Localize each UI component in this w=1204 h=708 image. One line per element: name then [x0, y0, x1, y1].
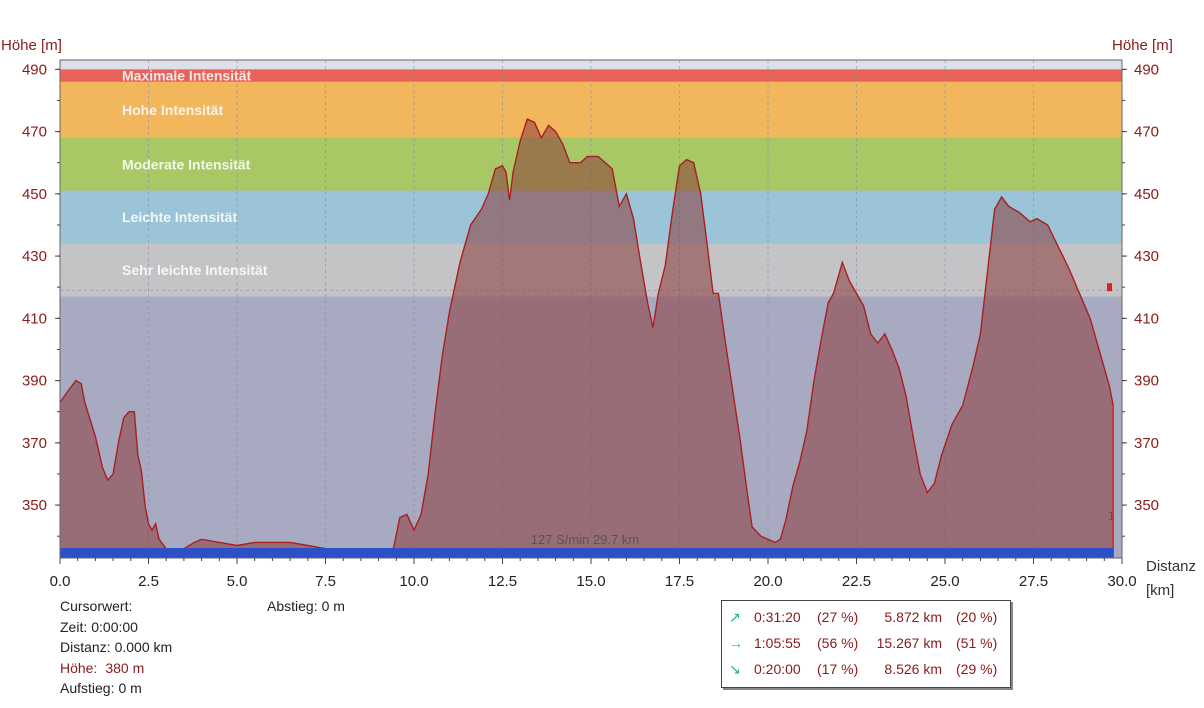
y-tick-label-left: 370 [22, 435, 47, 452]
zone-label: Leichte Intensität [122, 209, 237, 225]
arrow-right-icon: → [729, 635, 743, 651]
zone-label: Sehr leichte Intensität [122, 262, 268, 278]
y-tick-label-right: 430 [1134, 248, 1159, 265]
summary-row-descent: ↘ 0:20:00 (17 %) 8.526 km (29 %) [722, 661, 1010, 683]
summary-distance-percent: (20 %) [956, 609, 998, 625]
summary-distance-percent: (51 %) [956, 635, 998, 651]
zone-label: Maximale Intensität [122, 68, 251, 84]
altitude-value: 380 m [105, 659, 145, 676]
zone-top-strip [60, 60, 1122, 70]
descent-label: Abstieg: [267, 598, 318, 614]
cadence-annotation: 127 S/min 29.7 km [531, 532, 639, 547]
y-tick-label-right: 370 [1134, 435, 1159, 452]
ascent-label: Aufstieg: [60, 680, 115, 697]
y-tick-label-left: 430 [22, 248, 47, 265]
x-axis-unit: [km] [1146, 582, 1174, 599]
summary-distance: 8.526 km [884, 661, 942, 677]
zone-label: Moderate Intensität [122, 156, 251, 172]
altitude-label: Höhe: [60, 659, 98, 676]
y-tick-label-right: 390 [1134, 373, 1159, 390]
end-marker [1107, 283, 1112, 292]
x-tick-label: 27.5 [1019, 573, 1048, 590]
cursor-time-row: Zeit: 0:00:00 [60, 617, 172, 638]
cursor-title: Cursorwert: [60, 598, 133, 614]
cursor-distance-row: Distanz: 0.000 km [60, 637, 172, 658]
x-tick-label: 12.5 [488, 573, 517, 590]
x-tick-label: 15.0 [576, 573, 605, 590]
y-tick-label-right: 490 [1134, 61, 1159, 78]
y-tick-label-right: 470 [1134, 124, 1159, 141]
x-tick-label: 25.0 [930, 573, 959, 590]
x-tick-label: 7.5 [315, 573, 336, 590]
y-axis-title-right: Höhe [m] [1112, 37, 1173, 54]
summary-time-percent: (17 %) [817, 661, 859, 677]
time-value: 0:00:00 [91, 618, 138, 635]
distance-value: 0.000 km [114, 639, 173, 656]
summary-distance-percent: (29 %) [956, 661, 998, 677]
y-tick-label-left: 470 [22, 124, 47, 141]
y-axis-title-left: Höhe [m] [1, 37, 62, 54]
x-tick-label: 10.0 [399, 573, 428, 590]
y-tick-label-left: 490 [22, 61, 47, 78]
arrow-up-right-icon: ↗ [729, 609, 741, 625]
x-tick-label: 22.5 [842, 573, 871, 590]
y-tick-label-left: 350 [22, 497, 47, 514]
summary-row-ascent: ↗ 0:31:20 (27 %) 5.872 km (20 %) [722, 609, 1010, 631]
y-tick-label-left: 390 [22, 373, 47, 390]
x-axis-title: Distanz [1146, 558, 1196, 575]
y-tick-label-right: 450 [1134, 186, 1159, 203]
arrow-down-right-icon: ↘ [729, 661, 741, 677]
elevation-area[interactable] [60, 119, 1114, 558]
cursor-altitude-row: Höhe: 380 m [60, 658, 172, 679]
y-tick-label-left: 450 [22, 186, 47, 203]
time-label: Zeit: [60, 618, 88, 635]
y-tick-label-right: 410 [1134, 310, 1159, 327]
summary-time-percent: (56 %) [817, 635, 859, 651]
x-tick-label: 5.0 [227, 573, 248, 590]
summary-distance: 15.267 km [876, 635, 942, 651]
x-tick-label: 0.0 [50, 573, 71, 590]
cursor-info-panel: Cursorwert: Zeit: 0:00:00 Distanz: 0.000 k… [60, 596, 172, 699]
summary-time-percent: (27 %) [817, 609, 859, 625]
right-edge-label: 1 [1108, 509, 1115, 523]
summary-row-flat: → 1:05:55 (56 %) 15.267 km (51 %) [722, 635, 1010, 657]
x-tick-label: 20.0 [753, 573, 782, 590]
summary-panel: ↗ 0:31:20 (27 %) 5.872 km (20 %) → 1:05:… [721, 600, 1011, 688]
elevation-line[interactable] [59, 118, 1114, 553]
distance-label: Distanz: [60, 639, 111, 656]
elevation-chart[interactable]: Maximale Intensität Hohe Intensität Modera… [0, 0, 1204, 600]
baseline-bar [60, 548, 1114, 558]
descent-value: 0 m [321, 598, 345, 614]
summary-distance: 5.872 km [884, 609, 942, 625]
summary-time: 0:20:00 [754, 661, 801, 677]
summary-time: 0:31:20 [754, 609, 801, 625]
summary-time: 1:05:55 [754, 635, 801, 651]
y-tick-label-left: 410 [22, 310, 47, 327]
x-tick-label: 30.0 [1107, 573, 1136, 590]
y-tick-label-right: 350 [1134, 497, 1159, 514]
cursor-descent-row: Abstieg: 0 m [267, 596, 345, 617]
ascent-value: 0 m [118, 680, 142, 697]
x-tick-label: 2.5 [138, 573, 159, 590]
zone-label: Hohe Intensität [122, 102, 223, 118]
cursor-ascent-row: Aufstieg: 0 m [60, 678, 172, 699]
x-tick-label: 17.5 [665, 573, 694, 590]
